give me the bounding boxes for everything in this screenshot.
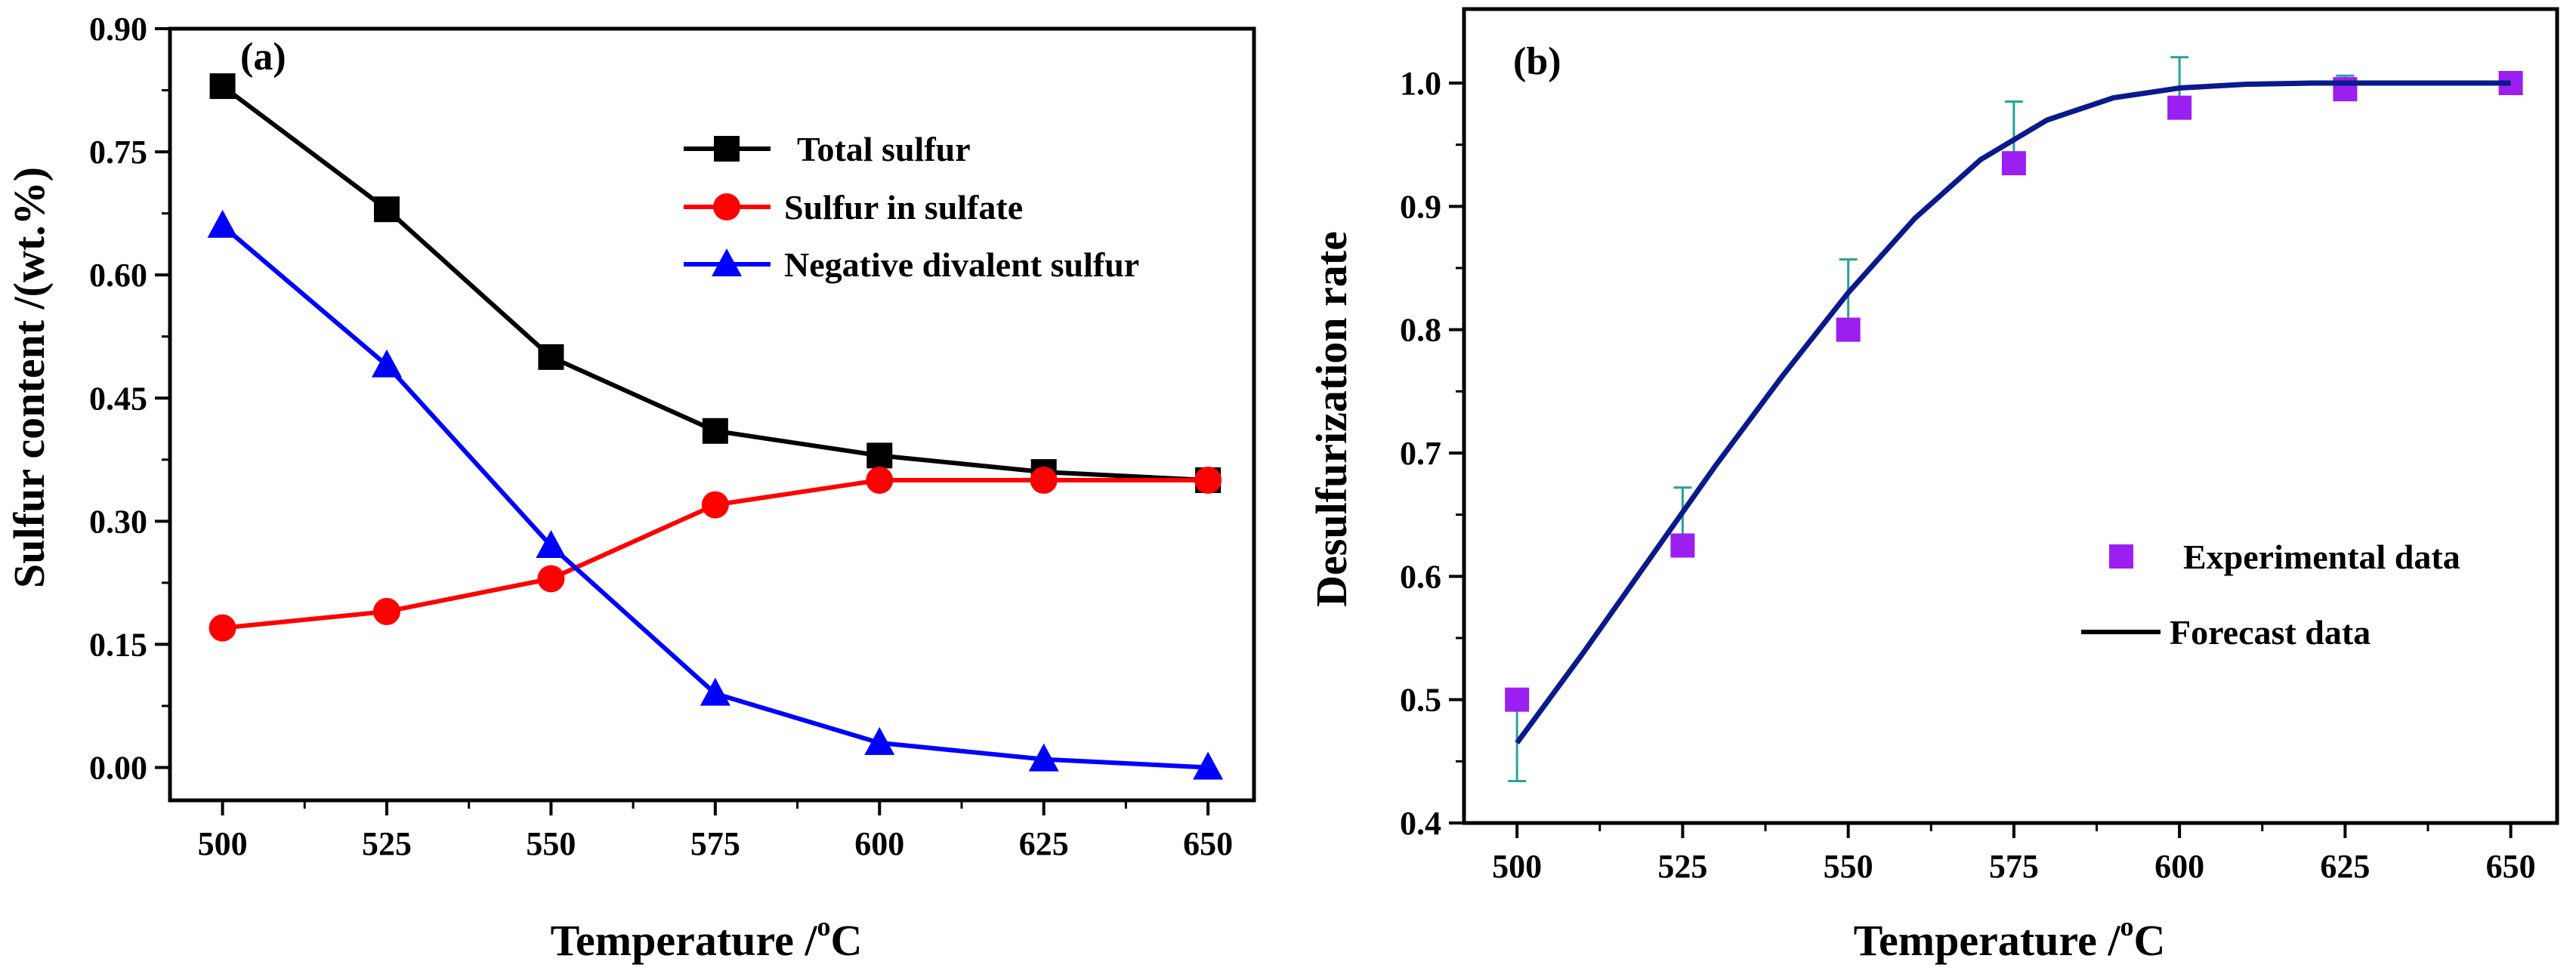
- data-point-sulfur-in-sulfate: [1030, 466, 1058, 494]
- b-x-tick-label-600: 600: [2154, 848, 2204, 885]
- chart-b-y-axis-title: Desulfurization rate: [1307, 231, 1356, 607]
- chart-b-error-bars: [1508, 56, 2355, 782]
- legend-marker-sulfur-in-sulfate: [713, 193, 740, 220]
- data-point-negative-divalent-sulfur: [1193, 751, 1224, 780]
- legend-marker-total-sulfur: [714, 136, 740, 162]
- data-point-negative-divalent-sulfur: [1028, 743, 1059, 772]
- chart-b-panel-label: (b): [1513, 40, 1561, 83]
- legend-label-total-sulfur: Total sulfur: [797, 130, 971, 168]
- b-x-tick-label-500: 500: [1492, 848, 1542, 885]
- b-y-tick-label-3: 0.7: [1400, 435, 1441, 472]
- b-y-tick-label-0: 0.4: [1400, 805, 1441, 842]
- chart-b-x-axis-title-unit: C: [2133, 916, 2165, 965]
- experimental-data-point: [2001, 151, 2026, 176]
- b-x-tick-label-625: 625: [2320, 848, 2370, 885]
- chart-a-markers: [207, 73, 1224, 780]
- chart-a-x-axis-title-main: Temperature /: [551, 916, 818, 965]
- data-point-total-sulfur: [702, 418, 728, 444]
- chart-b-x-tick-labels: 500 525 550 575 600 625 650: [1492, 848, 2535, 885]
- legend-marker-experimental: [2109, 544, 2133, 569]
- chart-b-legend: Experimental data Forecast data: [2081, 538, 2460, 652]
- legend-label-forecast: Forecast data: [2170, 613, 2371, 652]
- chart-a-legend: Total sulfur Sulfur in sulfate Negative di…: [684, 130, 1139, 284]
- chart-a-x-axis-title: Temperature /oC: [551, 911, 863, 965]
- b-x-tick-label-575: 575: [1989, 848, 2039, 885]
- chart-b-x-axis-title: Temperature /oC: [1854, 911, 2166, 965]
- b-x-tick-label-650: 650: [2486, 848, 2536, 885]
- legend-label-negative-divalent-sulfur: Negative divalent sulfur: [784, 245, 1139, 284]
- b-x-tick-label-525: 525: [1657, 848, 1707, 885]
- a-x-tick-label-525: 525: [362, 825, 412, 862]
- data-point-negative-divalent-sulfur: [864, 726, 895, 755]
- a-y-tick-label-6: 0.90: [89, 11, 147, 48]
- legend-marker-negative-divalent-sulfur: [712, 248, 742, 276]
- chart-b-forecast-line-group: [1515, 80, 2511, 744]
- chart-a-plot-frame: [168, 26, 1256, 803]
- b-y-tick-label-4: 0.8: [1400, 312, 1441, 349]
- legend-label-sulfur-in-sulfate: Sulfur in sulfate: [784, 188, 1023, 227]
- chart-b-y-tick-labels: 0.4 0.5 0.6 0.7 0.8 0.9 1.0: [1400, 65, 1441, 842]
- chart-panel-a: 500 525 550 575 600 625 650 0.000.150.300.450.…: [5, 11, 1256, 965]
- data-point-negative-divalent-sulfur: [700, 677, 730, 706]
- b-y-tick-label-6: 1.0: [1400, 65, 1441, 102]
- chart-a-x-axis-title-sup: o: [817, 911, 830, 942]
- forecast-line: [1515, 80, 2511, 744]
- legend-label-experimental: Experimental data: [2183, 538, 2460, 576]
- a-x-tick-label-600: 600: [854, 825, 904, 862]
- a-x-tick-label-575: 575: [690, 825, 740, 862]
- a-y-tick-label-5: 0.75: [89, 134, 147, 171]
- data-point-sulfur-in-sulfate: [537, 565, 565, 593]
- chart-a-x-axis-title-unit: C: [830, 916, 862, 965]
- data-point-sulfur-in-sulfate: [373, 597, 400, 625]
- a-y-tick-label-3: 0.45: [89, 380, 147, 417]
- a-x-tick-label-625: 625: [1019, 825, 1069, 862]
- experimental-data-point: [1836, 317, 1861, 342]
- a-x-tick-label-550: 550: [526, 825, 576, 862]
- b-y-tick-label-1: 0.5: [1400, 682, 1441, 719]
- experimental-data-point: [1670, 533, 1695, 558]
- a-y-tick-label-2: 0.30: [89, 503, 147, 540]
- b-x-tick-label-550: 550: [1824, 848, 1873, 885]
- data-point-negative-divalent-sulfur: [372, 349, 402, 378]
- experimental-data-point: [2167, 95, 2192, 120]
- chart-a-y-tick-labels: 0.00 0.15 0.30 0.45 0.60 0.75 0.90: [89, 11, 147, 787]
- data-point-total-sulfur: [209, 73, 236, 100]
- data-point-total-sulfur: [538, 344, 564, 370]
- a-y-tick-label-1: 0.15: [89, 626, 147, 663]
- chart-b-plot-frame: [1462, 7, 2559, 825]
- chart-a-panel-label: (a): [240, 35, 286, 79]
- b-y-tick-label-2: 0.6: [1400, 558, 1441, 595]
- data-point-total-sulfur: [374, 196, 400, 223]
- data-point-sulfur-in-sulfate: [208, 614, 236, 642]
- data-point-negative-divalent-sulfur: [207, 209, 238, 238]
- b-y-tick-label-5: 0.9: [1400, 188, 1441, 225]
- a-y-tick-label-0: 0.00: [89, 750, 147, 787]
- data-point-sulfur-in-sulfate: [1194, 466, 1222, 494]
- chart-a-ticks: [155, 27, 1210, 815]
- data-point-sulfur-in-sulfate: [866, 466, 894, 494]
- chart-b-ticks: [1449, 82, 2513, 838]
- chart-a-x-tick-labels: 500 525 550 575 600 625 650: [198, 825, 1234, 862]
- a-x-tick-label-500: 500: [198, 825, 248, 862]
- chart-a-y-axis-title: Sulfur content /(wt.%): [5, 167, 54, 588]
- chart-panel-b: 500 525 550 575 600 625 650 0.4 0.5 0.6 0.7 0.8 0.9…: [1307, 7, 2559, 965]
- chart-b-x-axis-title-main: Temperature /: [1854, 916, 2121, 965]
- chart-b-x-axis-title-sup: o: [2120, 911, 2133, 942]
- experimental-data-point: [1505, 687, 1530, 712]
- a-x-tick-label-650: 650: [1183, 825, 1233, 862]
- data-point-sulfur-in-sulfate: [701, 491, 729, 519]
- data-point-negative-divalent-sulfur: [536, 529, 567, 558]
- data-point-total-sulfur: [866, 442, 893, 469]
- a-y-tick-label-4: 0.60: [89, 257, 147, 294]
